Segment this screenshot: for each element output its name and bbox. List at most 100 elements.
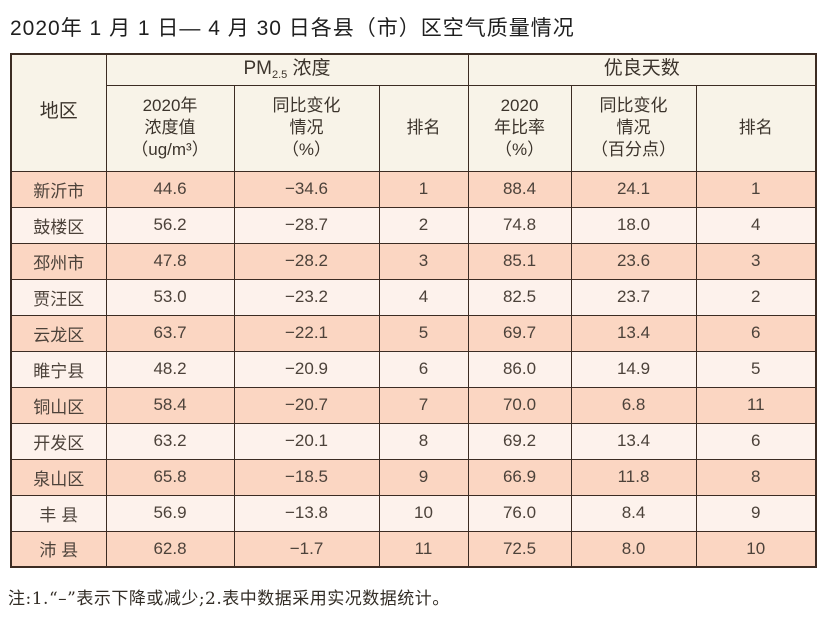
region-cell: 沛 县 [10, 530, 107, 568]
pm-value-cell: 47.8 [105, 242, 235, 280]
column-header-pm-rank: 排名 [378, 84, 469, 172]
pm-rank-cell: 9 [378, 458, 469, 496]
pm-change-cell: −20.9 [233, 350, 380, 388]
column-header-pm-value: 2020年 浓度值 （ug/m³） [105, 84, 235, 172]
days-change-cell: 11.8 [570, 458, 697, 496]
region-cell: 云龙区 [10, 314, 107, 352]
pm-rank-cell: 11 [378, 530, 469, 568]
days-rank-cell: 4 [695, 206, 817, 244]
pm-change-cell: −20.1 [233, 422, 380, 460]
days-rank-cell: 2 [695, 278, 817, 316]
days-rate-cell: 82.5 [467, 278, 572, 316]
days-rate-cell: 70.0 [467, 386, 572, 424]
days-rate-cell: 66.9 [467, 458, 572, 496]
pm-change-cell: −28.7 [233, 206, 380, 244]
region-cell: 贾汪区 [10, 278, 107, 316]
days-rate-cell: 86.0 [467, 350, 572, 388]
pm-rank-cell: 4 [378, 278, 469, 316]
days-change-cell: 18.0 [570, 206, 697, 244]
region-cell: 丰 县 [10, 494, 107, 532]
days-rank-cell: 5 [695, 350, 817, 388]
table-row: 沛 县 62.8 −1.7 11 72.5 8.0 10 [10, 530, 817, 568]
days-rank-cell: 3 [695, 242, 817, 280]
days-rank-cell: 8 [695, 458, 817, 496]
group-header-good-days: 优良天数 [467, 53, 817, 86]
pm-change-cell: −22.1 [233, 314, 380, 352]
days-change-cell: 8.4 [570, 494, 697, 532]
region-cell: 新沂市 [10, 170, 107, 208]
pm-value-cell: 56.9 [105, 494, 235, 532]
days-rate-cell: 76.0 [467, 494, 572, 532]
column-header-days-rate: 2020 年比率 （%） [467, 84, 572, 172]
region-cell: 铜山区 [10, 386, 107, 424]
days-rate-cell: 69.7 [467, 314, 572, 352]
pm-change-cell: −28.2 [233, 242, 380, 280]
pm-value-cell: 63.2 [105, 422, 235, 460]
table-row: 新沂市 44.6 −34.6 1 88.4 24.1 1 [10, 170, 817, 208]
air-quality-table: 地区 PM2.5 浓度 优良天数 2020年 浓度值 （ug/m³） 同比变化 … [10, 53, 818, 568]
pm-rank-cell: 1 [378, 170, 469, 208]
region-cell: 睢宁县 [10, 350, 107, 388]
table-row: 云龙区 63.7 −22.1 5 69.7 13.4 6 [10, 314, 817, 352]
table-row: 鼓楼区 56.2 −28.7 2 74.8 18.0 4 [10, 206, 817, 244]
days-rank-cell: 1 [695, 170, 817, 208]
days-rank-cell: 6 [695, 422, 817, 460]
days-change-cell: 23.7 [570, 278, 697, 316]
days-rank-cell: 9 [695, 494, 817, 532]
pm-rank-cell: 3 [378, 242, 469, 280]
days-rank-cell: 11 [695, 386, 817, 424]
days-rate-cell: 72.5 [467, 530, 572, 568]
pm25-subscript: 2.5 [271, 69, 288, 82]
days-rate-cell: 85.1 [467, 242, 572, 280]
days-change-cell: 13.4 [570, 314, 697, 352]
table-header: 地区 PM2.5 浓度 优良天数 2020年 浓度值 （ug/m³） 同比变化 … [10, 53, 817, 172]
days-rank-cell: 6 [695, 314, 817, 352]
pm-rank-cell: 10 [378, 494, 469, 532]
footnote: 注:1.“–”表示下降或减少;2.表中数据采用实况数据统计。 [8, 589, 450, 609]
column-header-pm-change: 同比变化 情况 （%） [233, 84, 380, 172]
column-header-region: 地区 [10, 53, 107, 172]
days-rank-cell: 10 [695, 530, 817, 568]
table-row: 睢宁县 48.2 −20.9 6 86.0 14.9 5 [10, 350, 817, 388]
region-cell: 鼓楼区 [10, 206, 107, 244]
table-row: 泉山区 65.8 −18.5 9 66.9 11.8 8 [10, 458, 817, 496]
pm-change-cell: −18.5 [233, 458, 380, 496]
pm-change-cell: −20.7 [233, 386, 380, 424]
days-change-cell: 8.0 [570, 530, 697, 568]
region-cell: 开发区 [10, 422, 107, 460]
pm-value-cell: 62.8 [105, 530, 235, 568]
region-cell: 泉山区 [10, 458, 107, 496]
table-row: 邳州市 47.8 −28.2 3 85.1 23.6 3 [10, 242, 817, 280]
group-header-pm25: PM2.5 浓度 [105, 53, 469, 86]
days-change-cell: 6.8 [570, 386, 697, 424]
pm-value-cell: 56.2 [105, 206, 235, 244]
pm-value-cell: 65.8 [105, 458, 235, 496]
pm-rank-cell: 5 [378, 314, 469, 352]
pm-value-cell: 53.0 [105, 278, 235, 316]
pm-change-cell: −1.7 [233, 530, 380, 568]
pm-value-cell: 48.2 [105, 350, 235, 388]
days-change-cell: 14.9 [570, 350, 697, 388]
pm-change-cell: −23.2 [233, 278, 380, 316]
pm-rank-cell: 8 [378, 422, 469, 460]
pm-rank-cell: 7 [378, 386, 469, 424]
table-body: 新沂市 44.6 −34.6 1 88.4 24.1 1 鼓楼区 56.2 −2… [10, 170, 817, 568]
column-header-days-rank: 排名 [695, 84, 817, 172]
pm-value-cell: 44.6 [105, 170, 235, 208]
days-rate-cell: 74.8 [467, 206, 572, 244]
table-row: 开发区 63.2 −20.1 8 69.2 13.4 6 [10, 422, 817, 460]
table-row: 丰 县 56.9 −13.8 10 76.0 8.4 9 [10, 494, 817, 532]
column-header-days-change: 同比变化 情况 （百分点） [570, 84, 697, 172]
days-change-cell: 23.6 [570, 242, 697, 280]
pm-value-cell: 63.7 [105, 314, 235, 352]
pm-rank-cell: 6 [378, 350, 469, 388]
pm-rank-cell: 2 [378, 206, 469, 244]
region-cell: 邳州市 [10, 242, 107, 280]
pm-change-cell: −34.6 [233, 170, 380, 208]
table-row: 铜山区 58.4 −20.7 7 70.0 6.8 11 [10, 386, 817, 424]
pm-value-cell: 58.4 [105, 386, 235, 424]
days-change-cell: 13.4 [570, 422, 697, 460]
days-rate-cell: 69.2 [467, 422, 572, 460]
pm-change-cell: −13.8 [233, 494, 380, 532]
table-row: 贾汪区 53.0 −23.2 4 82.5 23.7 2 [10, 278, 817, 316]
